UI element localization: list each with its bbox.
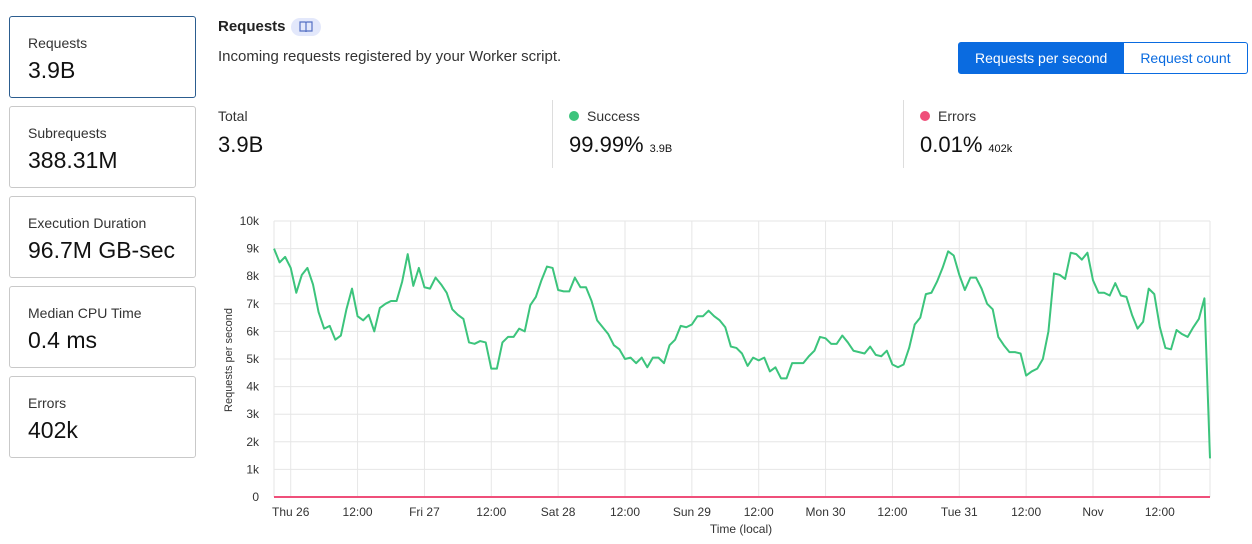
stat-value: 0.01% 402k (920, 132, 1013, 157)
metric-label: Execution Duration (28, 215, 147, 231)
stat-success: Success 99.99% 3.9B (569, 100, 672, 168)
stat-value: 3.9B (218, 132, 264, 157)
metric-label: Errors (28, 395, 67, 411)
panel-subtitle: Incoming requests registered by your Wor… (218, 48, 562, 65)
metric-value: 388.31M (28, 147, 118, 173)
request-count-button[interactable]: Request count (1124, 42, 1248, 74)
stat-label: Errors (938, 108, 977, 124)
panel-title: Requests (218, 18, 286, 35)
metric-card-requests[interactable]: Requests 3.9B (9, 16, 196, 98)
book-icon (299, 21, 313, 33)
success-dot-icon (569, 111, 579, 121)
metric-label: Subrequests (28, 125, 107, 141)
divider (903, 100, 904, 168)
stat-errors: Errors 0.01% 402k (920, 100, 1012, 168)
errors-dot-icon (920, 111, 930, 121)
stat-subvalue: 402k (988, 143, 1013, 155)
stat-label: Total (218, 108, 248, 124)
requests-per-second-button[interactable]: Requests per second (958, 42, 1125, 74)
metric-card-execution-duration[interactable]: Execution Duration 96.7M GB-sec (9, 196, 196, 278)
stat-value: 99.99% 3.9B (569, 132, 673, 157)
divider (552, 100, 553, 168)
docs-link[interactable] (291, 18, 321, 36)
metric-card-subrequests[interactable]: Subrequests 388.31M (9, 106, 196, 188)
metric-card-errors[interactable]: Errors 402k (9, 376, 196, 458)
metrics-sidebar: Requests 3.9B Subrequests 388.31M Execut… (9, 16, 196, 466)
metric-label: Requests (28, 35, 88, 51)
stat-label: Success (587, 108, 640, 124)
metric-value: 0.4 ms (28, 327, 98, 353)
requests-panel: Requests Incoming requests registered by… (218, 0, 1248, 544)
metric-toggle: Requests per second Request count (958, 42, 1248, 74)
metric-value: 402k (28, 417, 78, 443)
stat-total: Total 3.9B (218, 100, 263, 168)
metric-label: Median CPU Time (28, 305, 142, 321)
metric-value: 96.7M GB-sec (28, 237, 175, 263)
metric-card-median-cpu-time[interactable]: Median CPU Time 0.4 ms (9, 286, 196, 368)
stat-subvalue: 3.9B (649, 143, 673, 155)
metric-value: 3.9B (28, 57, 76, 83)
